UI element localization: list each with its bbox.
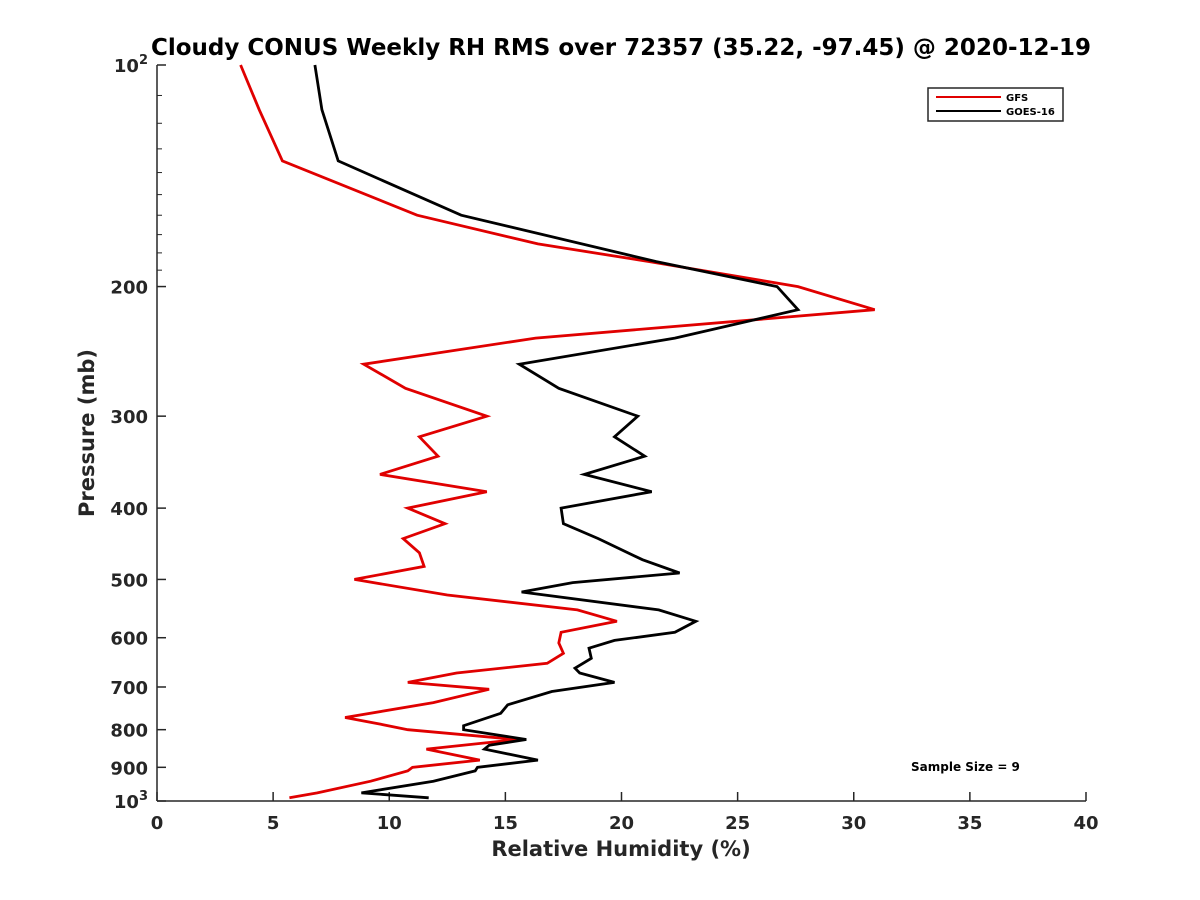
x-tick-label: 10 <box>377 813 402 834</box>
x-tick-label: 30 <box>841 813 866 834</box>
y-tick-label: 102 <box>114 53 148 77</box>
x-axis-label: Relative Humidity (%) <box>491 837 750 861</box>
x-tick-label: 0 <box>151 813 164 834</box>
x-tick-label: 15 <box>493 813 518 834</box>
sample-size-annotation: Sample Size = 9 <box>911 760 1020 774</box>
legend-label-gfs: GFS <box>1006 93 1028 104</box>
y-tick-label: 300 <box>110 407 148 428</box>
x-tick-label: 40 <box>1073 813 1098 834</box>
legend-box <box>927 87 1064 122</box>
y-tick-label: 800 <box>110 721 148 742</box>
series-layer <box>239 64 876 800</box>
y-axis-ticks: 102 200 300 400 500 600 700 800 900 103 <box>110 53 166 813</box>
x-tick-label: 5 <box>267 813 280 834</box>
y-tick-label: 600 <box>110 629 148 650</box>
y-tick-label: 900 <box>110 758 148 779</box>
x-tick-label: 20 <box>609 813 634 834</box>
y-axis-label: Pressure (mb) <box>75 349 99 517</box>
y-tick-label: 500 <box>110 570 148 591</box>
legend: GFS GOES-16 <box>927 87 1064 122</box>
legend-label-goes-16: GOES-16 <box>1006 107 1055 118</box>
y-tick-label: 103 <box>114 789 148 813</box>
series-line-goes-16 <box>313 64 801 800</box>
x-tick-label: 35 <box>957 813 982 834</box>
chart-title: Cloudy CONUS Weekly RH RMS over 72357 (3… <box>151 35 1091 61</box>
series-line-gfs <box>239 64 876 800</box>
y-tick-label: 400 <box>110 499 148 520</box>
x-tick-label: 25 <box>725 813 750 834</box>
y-tick-label: 200 <box>110 278 148 299</box>
y-tick-label: 700 <box>110 678 148 699</box>
x-axis-ticks: 0 5 10 15 20 25 30 35 40 <box>151 792 1099 834</box>
